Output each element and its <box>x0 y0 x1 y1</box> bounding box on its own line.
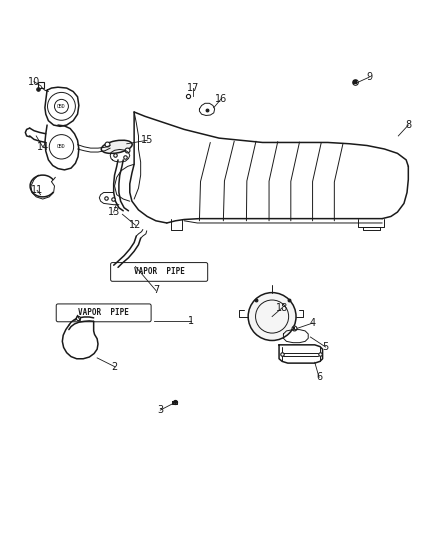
Text: 7: 7 <box>153 286 159 295</box>
Text: 4: 4 <box>310 318 316 328</box>
Text: OBD: OBD <box>57 144 66 149</box>
Circle shape <box>248 293 296 341</box>
Text: 9: 9 <box>366 72 372 82</box>
Text: 10: 10 <box>28 77 40 86</box>
Text: 15: 15 <box>141 135 153 146</box>
Text: 13: 13 <box>108 207 120 217</box>
Text: 5: 5 <box>322 342 329 352</box>
Text: 3: 3 <box>157 405 163 415</box>
Text: OBD: OBD <box>57 104 66 109</box>
Text: 1: 1 <box>187 316 194 326</box>
Ellipse shape <box>101 140 132 154</box>
Text: 16: 16 <box>215 94 227 104</box>
Text: 12: 12 <box>129 220 141 230</box>
Text: 14: 14 <box>37 142 49 152</box>
Text: 18: 18 <box>276 303 288 313</box>
Text: 6: 6 <box>316 373 322 383</box>
Text: VAPOR  PIPE: VAPOR PIPE <box>134 268 184 277</box>
Text: 17: 17 <box>187 83 199 93</box>
Text: 11: 11 <box>31 185 43 195</box>
Text: 2: 2 <box>111 361 118 372</box>
Text: 8: 8 <box>405 120 411 130</box>
Text: VAPOR  PIPE: VAPOR PIPE <box>78 309 129 317</box>
